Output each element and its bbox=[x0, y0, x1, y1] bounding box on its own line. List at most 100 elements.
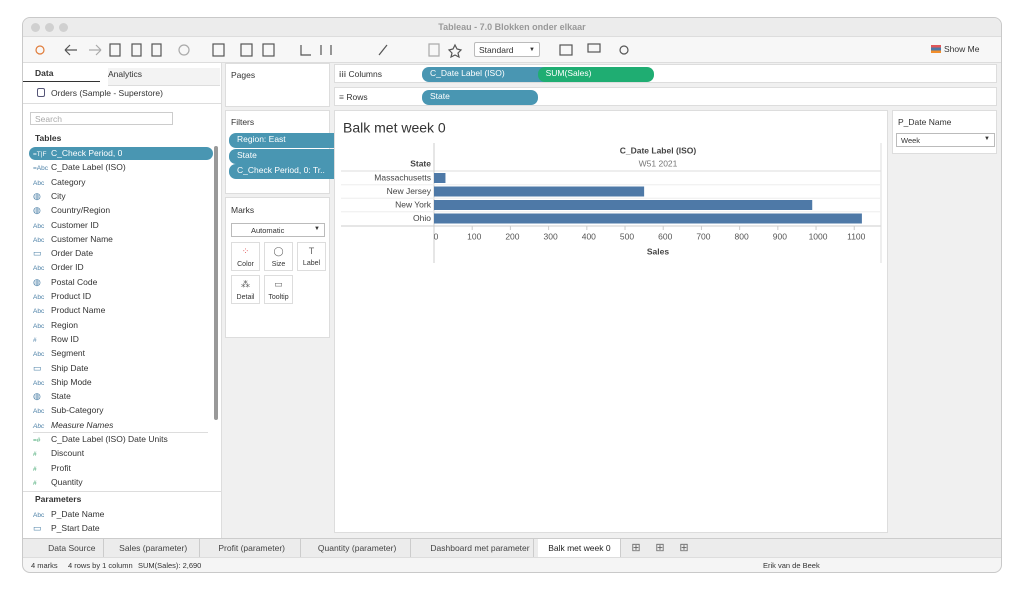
sheet-tab[interactable]: Profit (parameter) bbox=[204, 539, 301, 557]
sheet: Balk met week 0 C_Date Label (ISO) W51 2… bbox=[334, 110, 888, 533]
new-tab[interactable]: ⊞ bbox=[655, 542, 665, 554]
filter-pill[interactable]: State bbox=[229, 148, 343, 164]
columns-text: Columns bbox=[348, 69, 382, 79]
field[interactable]: Abc Product Name bbox=[33, 304, 105, 317]
field[interactable]: ◍ Country/Region bbox=[33, 204, 110, 217]
minimize-button[interactable] bbox=[45, 23, 54, 32]
mark-button[interactable]: T Label bbox=[297, 242, 326, 271]
sheet-tab[interactable]: Sales (parameter) bbox=[108, 539, 200, 557]
field-icon: Abc bbox=[33, 512, 45, 519]
columns-shelf: iii Columns C_Date Label (ISO) SUM(Sales) bbox=[334, 64, 997, 83]
field[interactable]: Abc Ship Mode bbox=[33, 376, 92, 389]
close-button[interactable] bbox=[31, 23, 40, 32]
field-name: Segment bbox=[51, 348, 86, 359]
save[interactable] bbox=[109, 43, 121, 57]
field[interactable]: Abc Customer ID bbox=[33, 219, 99, 232]
refresh[interactable] bbox=[178, 44, 190, 56]
sheet-tab[interactable]: Dashboard met parameter bbox=[415, 539, 535, 557]
clear[interactable] bbox=[262, 43, 275, 57]
divider bbox=[33, 432, 208, 433]
shelf-pill[interactable]: SUM(Sales) bbox=[537, 67, 654, 82]
field-name: State bbox=[51, 391, 71, 402]
mark-button[interactable]: ⁂ Detail bbox=[231, 275, 260, 304]
datasource[interactable]: Orders (Sample - Superstore) bbox=[51, 88, 163, 98]
chart: Balk met week 0 C_Date Label (ISO) W51 2… bbox=[341, 120, 882, 263]
field[interactable]: # Discount bbox=[33, 447, 84, 460]
field-name: Ship Mode bbox=[51, 376, 92, 387]
field[interactable]: ◍ State bbox=[33, 390, 71, 403]
cards[interactable] bbox=[559, 44, 573, 56]
shelf-pill[interactable]: State bbox=[422, 90, 538, 105]
data-pane: Data Analytics Orders (Sample - Supersto… bbox=[23, 63, 222, 538]
field[interactable]: Abc Sub-Category bbox=[33, 404, 103, 417]
x-tick-label: 100 bbox=[467, 231, 481, 241]
status-user[interactable]: Erik van de Beek bbox=[763, 561, 820, 570]
field[interactable]: =T|F C_Check Period, 0 bbox=[29, 147, 213, 160]
field-name: C_Check Period, 0 bbox=[51, 148, 123, 158]
field[interactable]: # Profit bbox=[33, 462, 71, 475]
mark-button[interactable]: ⁘ Color bbox=[231, 242, 260, 271]
field[interactable]: =Abc C_Date Label (ISO) bbox=[33, 161, 126, 174]
sheet-tab[interactable]: Data Source bbox=[29, 539, 104, 557]
filter-pill[interactable]: Region: East bbox=[229, 133, 343, 148]
title-bar: Tableau - 7.0 Blokken onder elkaar bbox=[23, 18, 1001, 37]
duplicate[interactable] bbox=[240, 43, 253, 57]
forward[interactable] bbox=[89, 44, 102, 56]
mark-button[interactable]: ▭ Tooltip bbox=[264, 275, 293, 304]
filter-pill[interactable]: C_Check Period, 0: Tr.. bbox=[229, 164, 343, 179]
presentation[interactable] bbox=[587, 43, 601, 53]
fit-select[interactable]: Standard ▼ bbox=[474, 42, 540, 57]
new-sheet[interactable] bbox=[212, 43, 225, 57]
field[interactable]: ▭ P_Start Date bbox=[33, 522, 100, 535]
field-name: Measure Names bbox=[51, 419, 114, 430]
parameter-select[interactable]: Week ▼ bbox=[896, 133, 995, 147]
parameter-title: P_Date Name bbox=[898, 117, 952, 127]
field[interactable]: # Quantity bbox=[33, 476, 83, 489]
field[interactable]: Abc P_Date Name bbox=[33, 508, 104, 521]
analytics-tab[interactable]: Analytics bbox=[108, 68, 220, 86]
field[interactable]: =# C_Date Label (ISO) Date Units bbox=[33, 433, 168, 446]
field[interactable]: Abc Product ID bbox=[33, 290, 91, 303]
fix-axes[interactable] bbox=[447, 43, 463, 59]
highlight[interactable] bbox=[378, 44, 388, 56]
bar bbox=[434, 213, 862, 224]
row-header: State bbox=[410, 158, 431, 168]
back[interactable] bbox=[64, 44, 77, 56]
row-label: New York bbox=[395, 199, 432, 209]
new-tab[interactable]: ⊞ bbox=[679, 542, 689, 554]
data-tab[interactable]: Data bbox=[35, 68, 54, 78]
field-icon: Abc bbox=[33, 308, 45, 316]
search-box[interactable]: Search bbox=[30, 112, 173, 125]
field[interactable]: Abc Order ID bbox=[33, 261, 84, 274]
field[interactable]: ◍ Postal Code bbox=[33, 276, 97, 289]
shelf-pill[interactable]: C_Date Label (ISO) bbox=[422, 67, 552, 82]
sheet-tab[interactable]: Balk met week 0 bbox=[538, 539, 622, 557]
toolbar-icons bbox=[35, 43, 463, 59]
field[interactable]: ▭ Order Date bbox=[33, 247, 93, 260]
field-name: P_Start Date bbox=[51, 523, 100, 534]
swap-sort[interactable] bbox=[300, 45, 332, 56]
new-datasource[interactable] bbox=[131, 43, 142, 57]
zoom-button[interactable] bbox=[59, 23, 68, 32]
new-tab[interactable]: ⊞ bbox=[631, 542, 641, 554]
field-name: Country/Region bbox=[51, 205, 111, 216]
status-sum: SUM(Sales): 2,690 bbox=[138, 561, 202, 570]
field-name: City bbox=[51, 190, 66, 201]
mark-glyph: ⁂ bbox=[241, 279, 250, 289]
mark-button[interactable]: ◯ Size bbox=[264, 242, 293, 271]
show-me[interactable]: Show Me bbox=[931, 44, 979, 54]
sheet-tab[interactable]: Quantity (parameter) bbox=[305, 539, 411, 557]
field[interactable]: ▭ Ship Date bbox=[33, 362, 88, 375]
share[interactable] bbox=[619, 45, 629, 55]
labels[interactable] bbox=[428, 43, 440, 57]
mark-type-select[interactable]: Automatic ▼ bbox=[231, 223, 325, 237]
field[interactable]: Abc Region bbox=[33, 319, 78, 332]
field[interactable]: Abc Category bbox=[33, 176, 86, 189]
field[interactable]: # Row ID bbox=[33, 333, 79, 346]
field[interactable]: Abc Segment bbox=[33, 347, 85, 360]
pause[interactable] bbox=[151, 43, 162, 57]
field[interactable]: Abc Customer Name bbox=[33, 233, 113, 246]
field[interactable]: ◍ City bbox=[33, 190, 66, 203]
scrollbar[interactable] bbox=[214, 146, 218, 420]
field[interactable]: Abc Measure Names bbox=[33, 419, 113, 432]
